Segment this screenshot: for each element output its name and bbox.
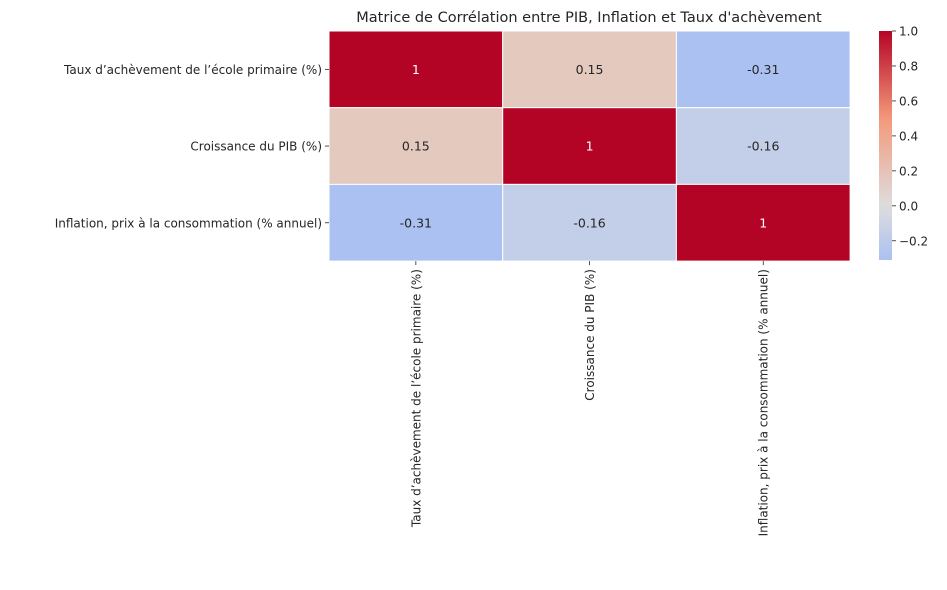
- heatmap-cell: [502, 183, 677, 262]
- cell-value-label: 0.15: [576, 62, 604, 77]
- x-tick-label: Taux d’achèvement de l’école primaire (%…: [409, 269, 423, 528]
- heatmap-cell: [675, 30, 851, 109]
- y-tick-labels: Taux d’achèvement de l’école primaire (%…: [55, 63, 329, 230]
- cell-value-label: -0.16: [747, 139, 779, 154]
- colorbar: 1.0 0.8 0.6 0.4 0.2 0.0 −0.2: [879, 25, 928, 260]
- x-tick-label: Inflation, prix à la consommation (% ann…: [757, 269, 771, 536]
- colorbar-tick-label: 1.0: [899, 25, 918, 39]
- colorbar-tick-label: 0.4: [899, 129, 918, 143]
- x-tick-label: Croissance du PIB (%): [583, 269, 597, 401]
- cell-value-label: -0.31: [747, 62, 779, 77]
- colorbar-tick-label: 0.0: [899, 199, 918, 213]
- cell-value-label: 1: [586, 139, 594, 154]
- cell-value-label: -0.31: [400, 215, 432, 230]
- heatmap-cell: [328, 183, 504, 262]
- cell-value-label: 1: [412, 62, 420, 77]
- colorbar-gradient: [879, 31, 892, 260]
- colorbar-tick-label: 0.8: [899, 59, 918, 73]
- x-tick-labels: Taux d’achèvement de l’école primaire (%…: [409, 261, 771, 536]
- y-tick-label: Croissance du PIB (%): [190, 140, 322, 154]
- colorbar-tick-label: 0.6: [899, 94, 918, 108]
- y-tick-label: Inflation, prix à la consommation (% ann…: [55, 216, 322, 230]
- heatmap-cell: [675, 183, 851, 262]
- colorbar-tick-label: 0.2: [899, 164, 918, 178]
- chart-title: Matrice de Corrélation entre PIB, Inflat…: [356, 10, 822, 26]
- cell-value-label: -0.16: [573, 215, 605, 230]
- heatmap-cell: [502, 107, 677, 185]
- heatmap-cell: [328, 30, 504, 109]
- cell-value-label: 1: [759, 215, 767, 230]
- heatmap-cell: [675, 107, 851, 185]
- heatmap-cell: [502, 30, 677, 109]
- cell-value-label: 0.15: [402, 139, 430, 154]
- colorbar-tick-label: −0.2: [899, 234, 928, 248]
- y-tick-label: Taux d’achèvement de l’école primaire (%…: [63, 63, 322, 77]
- heatmap-cells: 1 0.15 -0.31 0.15 1 -0.16 -0.31 -0.16 1: [328, 30, 851, 262]
- heatmap-cell: [328, 107, 504, 185]
